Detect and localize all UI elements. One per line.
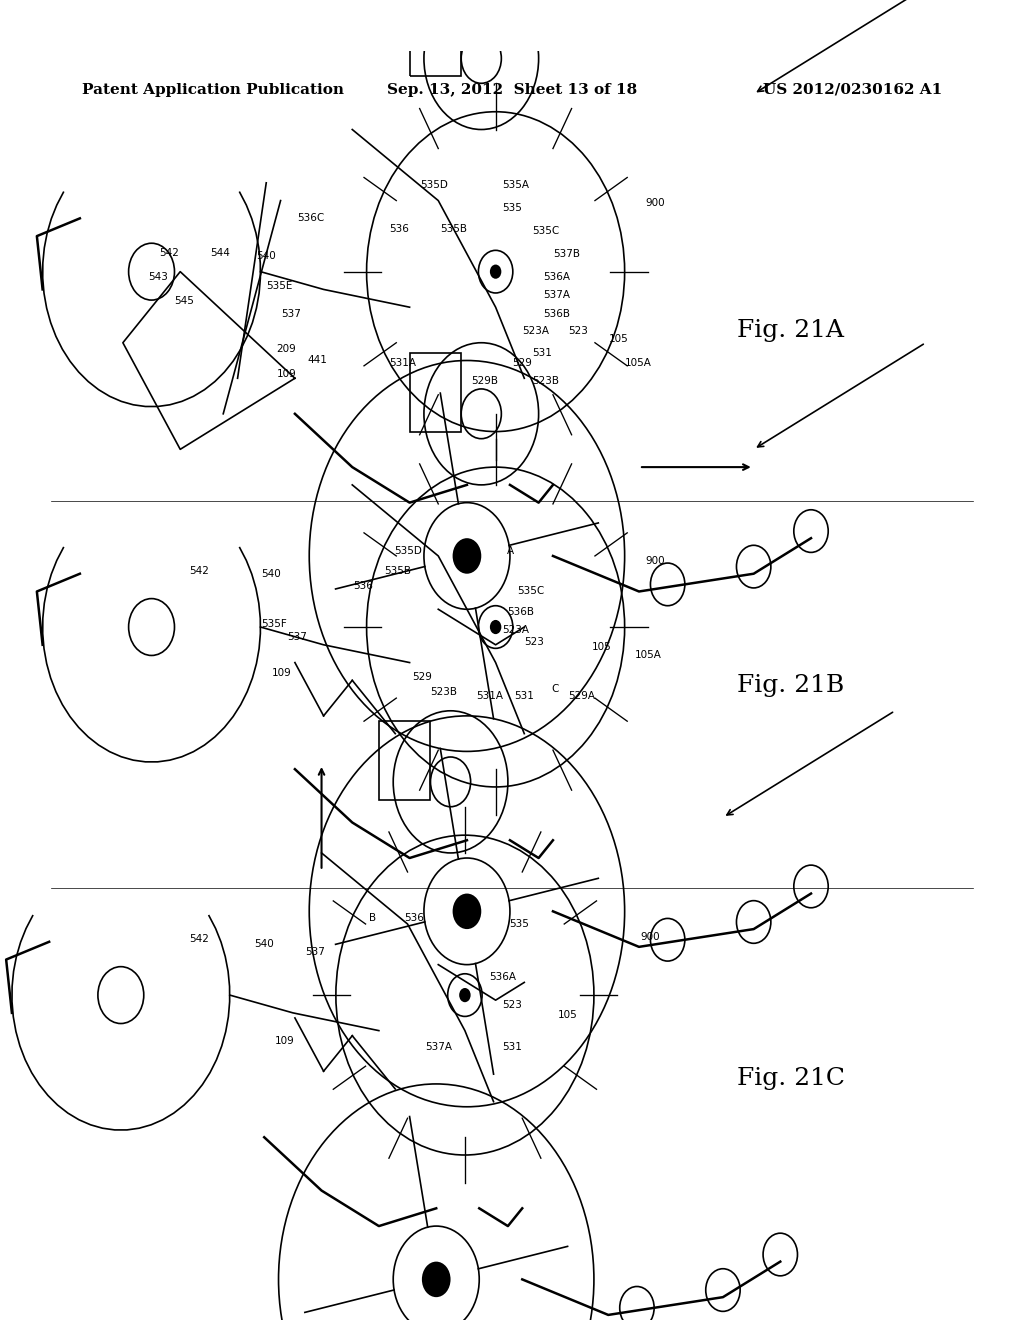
Text: 529B: 529B — [471, 376, 498, 385]
Text: 209: 209 — [276, 345, 296, 354]
Text: 542: 542 — [189, 566, 209, 577]
Text: Fig. 21A: Fig. 21A — [737, 318, 844, 342]
Circle shape — [459, 987, 471, 1002]
Text: 523B: 523B — [430, 686, 457, 697]
Text: 540: 540 — [256, 251, 275, 261]
Circle shape — [489, 264, 502, 279]
Text: 537: 537 — [287, 632, 306, 643]
Text: 523A: 523A — [522, 326, 549, 337]
Text: A: A — [507, 546, 514, 556]
Text: 900: 900 — [640, 932, 659, 941]
Text: 535B: 535B — [440, 223, 467, 234]
Text: 535D: 535D — [420, 181, 447, 190]
Text: 540: 540 — [261, 569, 281, 578]
Text: 109: 109 — [276, 370, 296, 379]
Text: 523A: 523A — [502, 624, 528, 635]
Text: 535B: 535B — [384, 566, 411, 577]
Text: Sep. 13, 2012  Sheet 13 of 18: Sep. 13, 2012 Sheet 13 of 18 — [387, 83, 637, 96]
Text: 535F: 535F — [261, 619, 287, 630]
Text: 105: 105 — [609, 334, 629, 345]
Text: 537: 537 — [305, 946, 325, 957]
Circle shape — [422, 1262, 451, 1298]
Circle shape — [447, 974, 482, 1016]
Circle shape — [478, 606, 513, 648]
Text: 105: 105 — [592, 643, 611, 652]
Text: 537A: 537A — [425, 1041, 452, 1052]
Text: 536B: 536B — [507, 607, 534, 616]
Text: Fig. 21B: Fig. 21B — [737, 675, 845, 697]
Text: 535: 535 — [502, 203, 521, 214]
Text: 531: 531 — [502, 1041, 521, 1052]
Text: 531A: 531A — [476, 690, 503, 701]
Circle shape — [453, 894, 481, 929]
Text: 543: 543 — [148, 272, 168, 281]
Text: 542: 542 — [189, 935, 209, 944]
Text: 900: 900 — [645, 198, 665, 209]
Text: 900: 900 — [645, 556, 665, 566]
Text: 535C: 535C — [517, 586, 545, 597]
Text: 531A: 531A — [389, 358, 416, 368]
Bar — [410, 354, 461, 432]
Text: 105: 105 — [558, 1010, 578, 1020]
Text: 536: 536 — [353, 581, 373, 591]
Text: 536: 536 — [404, 912, 424, 923]
Circle shape — [478, 251, 513, 293]
Circle shape — [489, 620, 502, 634]
Text: 537: 537 — [282, 309, 301, 318]
Text: 109: 109 — [274, 1036, 294, 1045]
Text: 544: 544 — [210, 248, 229, 257]
Text: Patent Application Publication: Patent Application Publication — [82, 83, 344, 96]
Text: 105A: 105A — [625, 358, 651, 368]
Text: 535C: 535C — [532, 226, 560, 236]
Text: Fig. 21C: Fig. 21C — [737, 1068, 845, 1090]
Text: B: B — [369, 912, 376, 923]
Text: 535E: 535E — [266, 281, 293, 290]
Text: 535: 535 — [509, 919, 528, 929]
Text: 109: 109 — [271, 668, 291, 677]
Text: 523B: 523B — [532, 376, 559, 385]
Text: 536B: 536B — [543, 309, 569, 318]
Text: 536: 536 — [389, 223, 409, 234]
Text: 523: 523 — [502, 1001, 521, 1010]
Text: 523: 523 — [568, 326, 588, 337]
Text: 441: 441 — [307, 355, 327, 366]
Text: 529A: 529A — [568, 690, 595, 701]
Text: 531: 531 — [532, 348, 552, 358]
Text: 540: 540 — [254, 940, 273, 949]
Bar — [379, 722, 430, 800]
Text: 105A: 105A — [635, 649, 662, 660]
Text: 545: 545 — [174, 296, 194, 306]
Text: 536A: 536A — [543, 272, 569, 281]
Text: US 2012/0230162 A1: US 2012/0230162 A1 — [763, 83, 942, 96]
Text: 529: 529 — [512, 358, 531, 368]
Circle shape — [453, 539, 481, 574]
Bar — [410, 0, 461, 77]
Text: 529: 529 — [413, 672, 432, 681]
Text: C: C — [551, 684, 558, 694]
Text: 536C: 536C — [297, 214, 325, 223]
Text: 535A: 535A — [502, 181, 528, 190]
Text: 523: 523 — [524, 638, 544, 647]
Text: 535D: 535D — [394, 546, 422, 556]
Text: 536A: 536A — [489, 973, 516, 982]
Text: 531: 531 — [514, 690, 534, 701]
Text: 542: 542 — [159, 248, 178, 257]
Text: 537A: 537A — [543, 289, 569, 300]
Text: 537B: 537B — [553, 249, 580, 259]
